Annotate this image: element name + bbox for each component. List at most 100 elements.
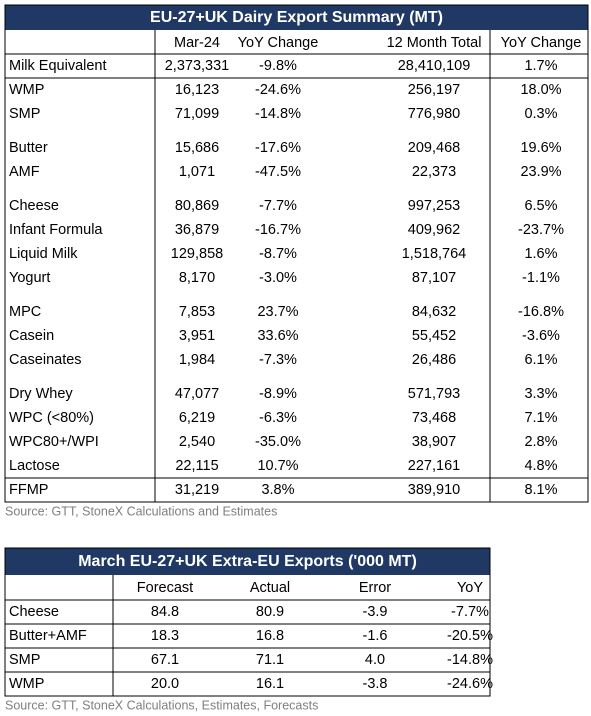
cell: -9.8%: [259, 58, 297, 74]
cell: 1.7%: [524, 58, 557, 74]
cell: -3.8: [363, 676, 388, 692]
cell: 6.5%: [524, 198, 557, 214]
row-label: FFMP: [9, 482, 48, 498]
cell: 18.3: [151, 628, 179, 644]
cell: -6.3%: [259, 410, 297, 426]
cell: -14.8%: [255, 106, 301, 122]
cell: 38,907: [412, 434, 456, 450]
column-header: YoY: [457, 580, 483, 596]
cell: 7,853: [179, 304, 215, 320]
cell: 23.7%: [257, 304, 298, 320]
cell: -3.0%: [259, 270, 297, 286]
cell: -8.9%: [259, 386, 297, 402]
column-header: Actual: [250, 580, 290, 596]
source-note: Source: GTT, StoneX Calculations, Estima…: [5, 698, 318, 712]
title-bar: [5, 548, 490, 575]
cell: 209,468: [408, 140, 460, 156]
row-label: WPC80+/WPI: [9, 434, 99, 450]
cell: 1.6%: [524, 246, 557, 262]
cell: 8,170: [179, 270, 215, 286]
row-label: SMP: [9, 652, 40, 668]
cell: -7.7%: [259, 198, 297, 214]
cell: 10.7%: [257, 458, 298, 474]
row-label: Infant Formula: [9, 222, 103, 238]
cell: 22,115: [175, 458, 218, 474]
table-title: EU-27+UK Dairy Export Summary (MT): [150, 9, 443, 26]
cell: -24.6%: [255, 82, 301, 98]
cell: 26,486: [412, 352, 456, 368]
cell: -14.8%: [447, 652, 493, 668]
cell: 23.9%: [520, 164, 561, 180]
row-label: Dry Whey: [9, 386, 73, 402]
cell: -3.6%: [522, 328, 560, 344]
cell: 73,468: [412, 410, 456, 426]
row-label: Caseinates: [9, 352, 82, 368]
row-label: Liquid Milk: [9, 246, 78, 262]
cell: 0.3%: [524, 106, 557, 122]
cell: -7.7%: [451, 604, 489, 620]
cell: 1,518,764: [402, 246, 467, 262]
cell: 3.3%: [524, 386, 557, 402]
cell: 84.8: [151, 604, 179, 620]
cell: 409,962: [408, 222, 460, 238]
column-header: Error: [359, 580, 391, 596]
cell: -8.7%: [259, 246, 297, 262]
cell: 16,123: [175, 82, 219, 98]
cell: 36,879: [175, 222, 219, 238]
cell: 1,071: [179, 164, 215, 180]
title-bar: [5, 5, 588, 30]
cell: 1,984: [179, 352, 215, 368]
cell: 16.8: [256, 628, 284, 644]
cell: 2.8%: [524, 434, 557, 450]
column-header: Mar-24: [174, 35, 220, 51]
cell: 18.0%: [520, 82, 561, 98]
row-label: Milk Equivalent: [9, 58, 107, 74]
cell: 389,910: [408, 482, 460, 498]
cell: -24.6%: [447, 676, 493, 692]
table-border: [4, 4, 589, 503]
row-label: WMP: [9, 82, 44, 98]
cell: 2,540: [179, 434, 215, 450]
cell: -7.3%: [259, 352, 297, 368]
cell: 55,452: [412, 328, 456, 344]
cell: -1.6: [363, 628, 388, 644]
cell: 6.1%: [524, 352, 557, 368]
row-label: WPC (<80%): [9, 410, 94, 426]
row-label: Cheese: [9, 198, 59, 214]
cell: 80,869: [175, 198, 219, 214]
source-note: Source: GTT, StoneX Calculations and Est…: [5, 504, 277, 518]
row-label: AMF: [9, 164, 40, 180]
cell: 16.1: [256, 676, 284, 692]
cell: 47,077: [175, 386, 219, 402]
cell: -1.1%: [522, 270, 560, 286]
cell: -20.5%: [447, 628, 493, 644]
cell: 3,951: [179, 328, 215, 344]
row-label: Casein: [9, 328, 54, 344]
cell: 31,219: [175, 482, 219, 498]
cell: 3.8%: [261, 482, 294, 498]
row-label: Lactose: [9, 458, 60, 474]
cell: 256,197: [408, 82, 460, 98]
cell: 80.9: [256, 604, 284, 620]
cell: -23.7%: [518, 222, 564, 238]
cell: 7.1%: [524, 410, 557, 426]
column-header: Forecast: [137, 580, 193, 596]
column-header: 12 Month Total: [387, 35, 482, 51]
cell: -3.9: [363, 604, 388, 620]
cell: 997,253: [408, 198, 460, 214]
row-label: Butter: [9, 140, 48, 156]
cell: 776,980: [408, 106, 460, 122]
cell: 22,373: [412, 164, 456, 180]
cell: 571,793: [408, 386, 460, 402]
row-label: MPC: [9, 304, 41, 320]
cell: 33.6%: [257, 328, 298, 344]
row-label: Yogurt: [9, 270, 50, 286]
cell: 87,107: [412, 270, 456, 286]
cell: 129,858: [171, 246, 223, 262]
cell: 71,099: [175, 106, 219, 122]
row-label: WMP: [9, 676, 44, 692]
cell: -35.0%: [255, 434, 301, 450]
cell: 19.6%: [520, 140, 561, 156]
column-header: YoY Change: [238, 35, 319, 51]
